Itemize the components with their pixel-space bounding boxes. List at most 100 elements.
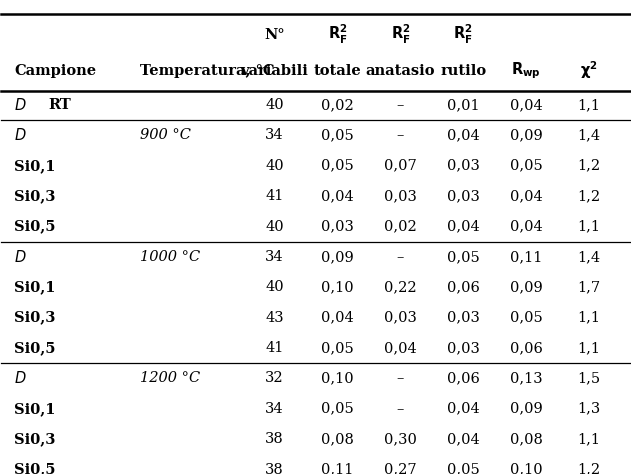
Text: 0,05: 0,05 [321, 159, 354, 173]
Text: 0,07: 0,07 [384, 159, 416, 173]
Text: Campione: Campione [14, 64, 96, 78]
Text: 40: 40 [266, 159, 284, 173]
Text: Si0,3: Si0,3 [14, 189, 56, 203]
Text: 0,08: 0,08 [321, 432, 354, 446]
Text: Si0,1: Si0,1 [14, 402, 56, 416]
Text: 1,7: 1,7 [577, 280, 600, 294]
Text: 34: 34 [266, 128, 284, 142]
Text: 40: 40 [266, 280, 284, 294]
Text: 900 °C: 900 °C [139, 128, 191, 142]
Text: $\mathbf{R}_\mathbf{F}^{\mathbf{2}}$: $\mathbf{R}_\mathbf{F}^{\mathbf{2}}$ [391, 23, 410, 46]
Text: 0,05: 0,05 [447, 250, 480, 264]
Text: RT: RT [49, 98, 71, 112]
Text: 34: 34 [266, 250, 284, 264]
Text: 0,01: 0,01 [447, 98, 480, 112]
Text: 41: 41 [266, 341, 284, 355]
Text: 43: 43 [266, 310, 284, 325]
Text: Temperatura, °C: Temperatura, °C [139, 64, 274, 78]
Text: 0,05: 0,05 [321, 341, 354, 355]
Text: –: – [397, 402, 404, 416]
Text: 0,27: 0,27 [384, 463, 416, 474]
Text: 0,02: 0,02 [384, 219, 416, 234]
Text: Si0,1: Si0,1 [14, 159, 56, 173]
Text: 0,04: 0,04 [321, 310, 354, 325]
Text: 1,4: 1,4 [577, 250, 600, 264]
Text: 38: 38 [265, 463, 284, 474]
Text: Si0,5: Si0,5 [14, 341, 56, 355]
Text: 0,05: 0,05 [510, 310, 542, 325]
Text: $\mathit{D}$: $\mathit{D}$ [14, 249, 27, 265]
Text: 1,1: 1,1 [577, 310, 600, 325]
Text: 0,10: 0,10 [321, 280, 354, 294]
Text: 0,22: 0,22 [384, 280, 416, 294]
Text: 0,03: 0,03 [384, 310, 416, 325]
Text: –: – [397, 98, 404, 112]
Text: 0,03: 0,03 [447, 310, 480, 325]
Text: 0,03: 0,03 [447, 341, 480, 355]
Text: 0,04: 0,04 [510, 219, 542, 234]
Text: Si0,3: Si0,3 [14, 432, 56, 446]
Text: 1,5: 1,5 [577, 372, 600, 385]
Text: 32: 32 [266, 372, 284, 385]
Text: 1,2: 1,2 [577, 159, 600, 173]
Text: Si0,1: Si0,1 [14, 280, 56, 294]
Text: 0,11: 0,11 [510, 250, 542, 264]
Text: 0,10: 0,10 [510, 463, 542, 474]
Text: 0,11: 0,11 [321, 463, 353, 474]
Text: 0,03: 0,03 [447, 189, 480, 203]
Text: 38: 38 [265, 432, 284, 446]
Text: 0,30: 0,30 [384, 432, 416, 446]
Text: 0,04: 0,04 [447, 219, 480, 234]
Text: $\mathbf{\chi}^{\mathbf{2}}$: $\mathbf{\chi}^{\mathbf{2}}$ [580, 60, 598, 82]
Text: variabili: variabili [241, 64, 309, 78]
Text: –: – [397, 128, 404, 142]
Text: 0,09: 0,09 [510, 402, 542, 416]
Text: 0,02: 0,02 [321, 98, 354, 112]
Text: 0,04: 0,04 [447, 128, 480, 142]
Text: 0,06: 0,06 [447, 372, 480, 385]
Text: 1,3: 1,3 [577, 402, 601, 416]
Text: $\mathit{D}$: $\mathit{D}$ [14, 370, 27, 386]
Text: Si0,5: Si0,5 [14, 463, 56, 474]
Text: 0,09: 0,09 [510, 128, 542, 142]
Text: 40: 40 [266, 98, 284, 112]
Text: 0,08: 0,08 [509, 432, 543, 446]
Text: $\mathbf{R}_\mathbf{F}^{\mathbf{2}}$: $\mathbf{R}_\mathbf{F}^{\mathbf{2}}$ [327, 23, 347, 46]
Text: 0,03: 0,03 [447, 159, 480, 173]
Text: 41: 41 [266, 189, 284, 203]
Text: N°: N° [264, 28, 285, 42]
Text: Si0,3: Si0,3 [14, 310, 56, 325]
Text: totale: totale [314, 64, 362, 78]
Text: rutilo: rutilo [440, 64, 487, 78]
Text: $\mathit{D}$: $\mathit{D}$ [14, 97, 27, 113]
Text: 0,06: 0,06 [509, 341, 543, 355]
Text: Si0,5: Si0,5 [14, 219, 56, 234]
Text: anatasio: anatasio [365, 64, 435, 78]
Text: 0,09: 0,09 [510, 280, 542, 294]
Text: 1,1: 1,1 [577, 341, 600, 355]
Text: 0,04: 0,04 [447, 432, 480, 446]
Text: 0,05: 0,05 [447, 463, 480, 474]
Text: 0,04: 0,04 [510, 189, 542, 203]
Text: 0,13: 0,13 [510, 372, 542, 385]
Text: 1,4: 1,4 [577, 128, 600, 142]
Text: 0,04: 0,04 [384, 341, 416, 355]
Text: 0,05: 0,05 [321, 128, 354, 142]
Text: 0,04: 0,04 [447, 402, 480, 416]
Text: 1,2: 1,2 [577, 463, 600, 474]
Text: –: – [397, 372, 404, 385]
Text: 0,10: 0,10 [321, 372, 354, 385]
Text: 1200 °C: 1200 °C [139, 372, 200, 385]
Text: 0,05: 0,05 [321, 402, 354, 416]
Text: 1,2: 1,2 [577, 189, 600, 203]
Text: 0,04: 0,04 [510, 98, 542, 112]
Text: 0,06: 0,06 [447, 280, 480, 294]
Text: 1,1: 1,1 [577, 219, 600, 234]
Text: $\mathbf{R}_\mathbf{F}^{\mathbf{2}}$: $\mathbf{R}_\mathbf{F}^{\mathbf{2}}$ [453, 23, 473, 46]
Text: 0,03: 0,03 [321, 219, 354, 234]
Text: 0,09: 0,09 [321, 250, 354, 264]
Text: $\mathbf{R}_{\mathbf{wp}}$: $\mathbf{R}_{\mathbf{wp}}$ [511, 60, 541, 81]
Text: 0,04: 0,04 [321, 189, 354, 203]
Text: –: – [397, 250, 404, 264]
Text: 1,1: 1,1 [577, 432, 600, 446]
